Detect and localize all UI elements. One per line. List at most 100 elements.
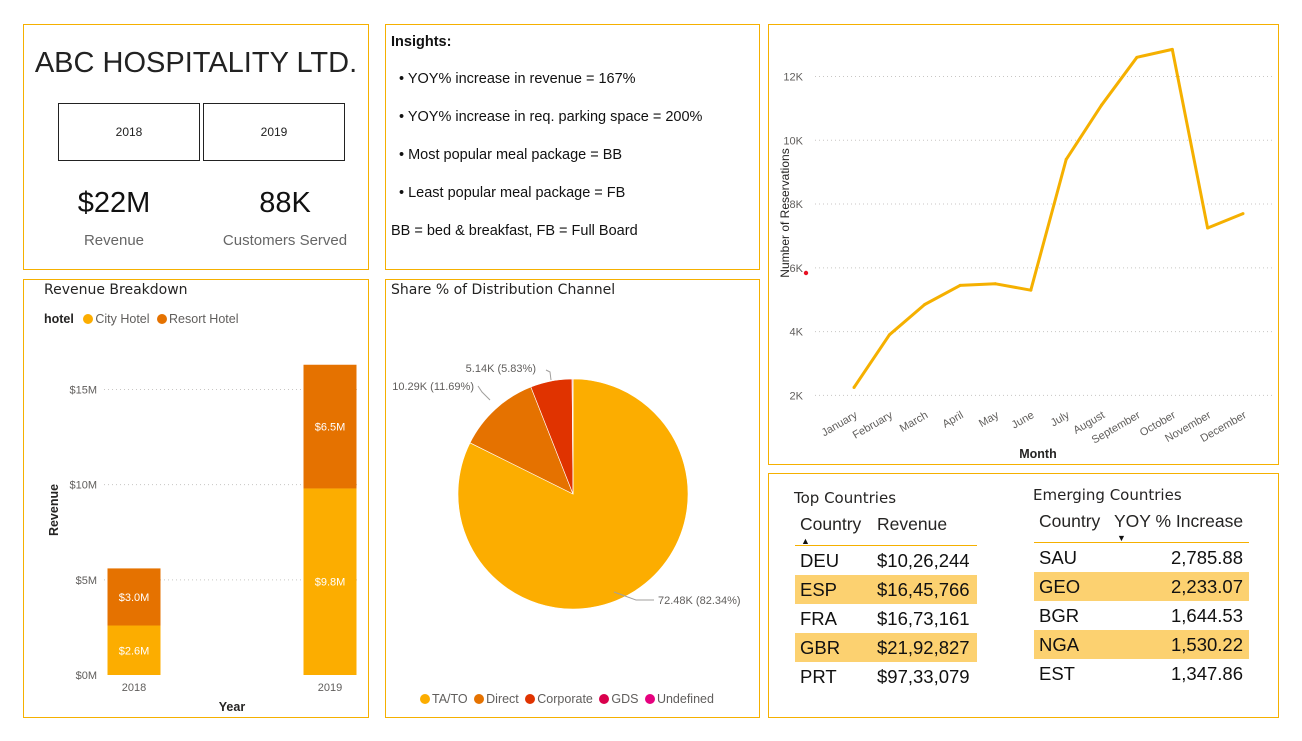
distribution-channel-panel: Share % of Distribution Channel 72.48K (… (385, 279, 760, 718)
bar-y-tick-label: $15M (69, 384, 97, 396)
legend-tato[interactable]: TA/TO (432, 692, 468, 706)
legend-resort-hotel[interactable]: Resort Hotel (169, 312, 239, 326)
year-2019-button[interactable]: 2019 (203, 103, 345, 161)
country-cell: ESP (800, 578, 838, 600)
bar-chart-x-ticks: 2018 2019 (122, 682, 342, 694)
line-y-tick-label: 4K (790, 327, 804, 339)
bar-y-tick-label: $5M (76, 575, 97, 587)
emerging-countries-title: Emerging Countries (1033, 486, 1182, 504)
country-cell: EST (1039, 662, 1075, 684)
table-row[interactable]: ESP $16,45,766 (795, 575, 977, 604)
table-row[interactable]: PRT $97,33,079 (795, 662, 977, 691)
resort-hotel-bar-2019[interactable] (303, 364, 357, 489)
revenue-cell: $16,45,766 (877, 578, 970, 600)
line-x-tick-label: July (1049, 409, 1072, 429)
legend-corporate[interactable]: Corporate (537, 692, 593, 706)
insights-panel: Insights: • YOY% increase in revenue = 1… (385, 24, 760, 270)
line-chart-y-ticks: 2K 4K 6K 8K 10K 12K (783, 71, 803, 402)
sort-ascending-icon[interactable]: ▲ (801, 536, 810, 546)
selection-marker-dot (803, 270, 809, 276)
legend-gds[interactable]: GDS (611, 692, 639, 706)
revenue-cell: $21,92,827 (877, 636, 970, 658)
emerging-countries-table: Country YOY % Increase ▼ SAU 2,785.88 GEO 2… (1034, 511, 1249, 688)
city-hotel-legend-swatch (83, 314, 94, 324)
legend-undefined[interactable]: Undefined (656, 692, 714, 706)
reservations-point[interactable] (1241, 212, 1245, 216)
column-header-country[interactable]: Country (1039, 511, 1101, 531)
revenue-kpi-value: $22M (77, 187, 151, 219)
line-x-tick-label: May (977, 409, 1001, 430)
bar-y-tick-label: $10M (69, 480, 97, 492)
revenue-kpi-label: Revenue (83, 232, 145, 249)
reservations-point[interactable] (1135, 55, 1139, 59)
reservations-point[interactable] (852, 385, 856, 389)
table-row[interactable]: FRA $16,73,161 (795, 604, 977, 633)
table-row[interactable]: NGA 1,530.22 (1034, 630, 1249, 659)
line-chart-y-axis-label: Number of Reservations (778, 148, 792, 277)
reservations-point[interactable] (1170, 47, 1174, 51)
top-countries-header: Country Revenue ▲ (795, 514, 977, 546)
line-x-tick-label: April (941, 409, 966, 430)
revenue-breakdown-panel: Revenue Breakdown hotel City Hotel Resor… (23, 279, 369, 718)
pie-leader-line (545, 369, 552, 381)
pie-leader-line (477, 385, 491, 401)
revenue-cell: $10,26,244 (877, 549, 970, 571)
bar-y-tick-label: $0M (76, 670, 97, 682)
reservations-point[interactable] (1100, 103, 1104, 107)
reservations-point[interactable] (1206, 226, 1210, 230)
bar-data-label: $6.5M (315, 422, 346, 434)
reservations-series-line (852, 47, 1244, 389)
city-hotel-bar-2018[interactable] (107, 625, 161, 675)
city-hotel-bar-2019[interactable] (303, 488, 357, 675)
table-row[interactable]: GEO 2,233.07 (1034, 572, 1249, 601)
legend-title: hotel (44, 312, 74, 326)
reservations-point[interactable] (923, 303, 927, 307)
resort-hotel-bar-2018[interactable] (107, 568, 161, 626)
yoy-increase-cell: 2,785.88 (1170, 546, 1243, 568)
table-row[interactable]: GBR $21,92,827 (795, 633, 977, 662)
table-row[interactable]: EST 1,347.86 (1034, 659, 1249, 688)
emerging-countries-rows: SAU 2,785.88 GEO 2,233.07 BGR 1,644.53 NGA 1,53… (1034, 543, 1249, 688)
insight-least-meal: • Least popular meal package = FB (399, 185, 626, 201)
bar-chart-data-labels: $2.6M $3.0M $9.8M $6.5M (119, 422, 346, 658)
country-cell: SAU (1039, 546, 1078, 568)
reservations-point[interactable] (958, 283, 962, 287)
column-header-revenue[interactable]: Revenue (877, 514, 948, 534)
reservations-point[interactable] (887, 333, 891, 337)
gds-legend-swatch (599, 694, 610, 704)
country-cell: PRT (800, 665, 837, 687)
column-header-country[interactable]: Country (800, 514, 862, 534)
sort-descending-icon[interactable]: ▼ (1117, 533, 1126, 543)
reservations-point[interactable] (993, 282, 997, 286)
bar-data-label: $3.0M (119, 592, 150, 604)
pie-data-label: 10.29K (11.69%) (392, 381, 474, 393)
pie-data-label: 72.48K (82.34%) (658, 595, 741, 607)
distribution-pie-chart[interactable]: 72.48K (82.34%) 10.29K (11.69%) 5.14K (5.8… (386, 280, 758, 716)
yoy-increase-cell: 1,530.22 (1170, 633, 1243, 655)
reservations-point[interactable] (1029, 288, 1033, 292)
legend-city-hotel[interactable]: City Hotel (95, 312, 150, 326)
reservations-point[interactable] (1064, 157, 1068, 161)
table-row[interactable]: DEU $10,26,244 (795, 546, 977, 575)
legend-direct[interactable]: Direct (486, 692, 519, 706)
bar-chart-x-axis-label: Year (219, 700, 246, 714)
pie-slice-tato[interactable] (457, 378, 689, 610)
revenue-breakdown-title: Revenue Breakdown (44, 282, 188, 298)
table-row[interactable]: SAU 2,785.88 (1034, 543, 1249, 572)
country-cell: NGA (1039, 633, 1080, 655)
direct-legend-swatch (474, 694, 485, 704)
pie-slices (457, 378, 689, 610)
distribution-channel-title: Share % of Distribution Channel (391, 282, 616, 298)
column-header-yoy-increase[interactable]: YOY % Increase (1114, 511, 1244, 531)
revenue-stacked-bar-chart[interactable]: $0M $5M $10M $15M $2.6M $3.0M $9.8M $6.5M 2018… (24, 280, 367, 716)
pie-slice-direct[interactable] (469, 386, 574, 495)
line-x-tick-label: February (851, 409, 896, 442)
table-row[interactable]: BGR 1,644.53 (1034, 601, 1249, 630)
line-y-tick-label: 6K (790, 263, 804, 275)
year-2018-button[interactable]: 2018 (58, 103, 200, 161)
revenue-cell: $97,33,079 (877, 665, 970, 687)
line-y-tick-label: 8K (790, 199, 804, 211)
customers-kpi-label: Customers Served (222, 232, 348, 249)
